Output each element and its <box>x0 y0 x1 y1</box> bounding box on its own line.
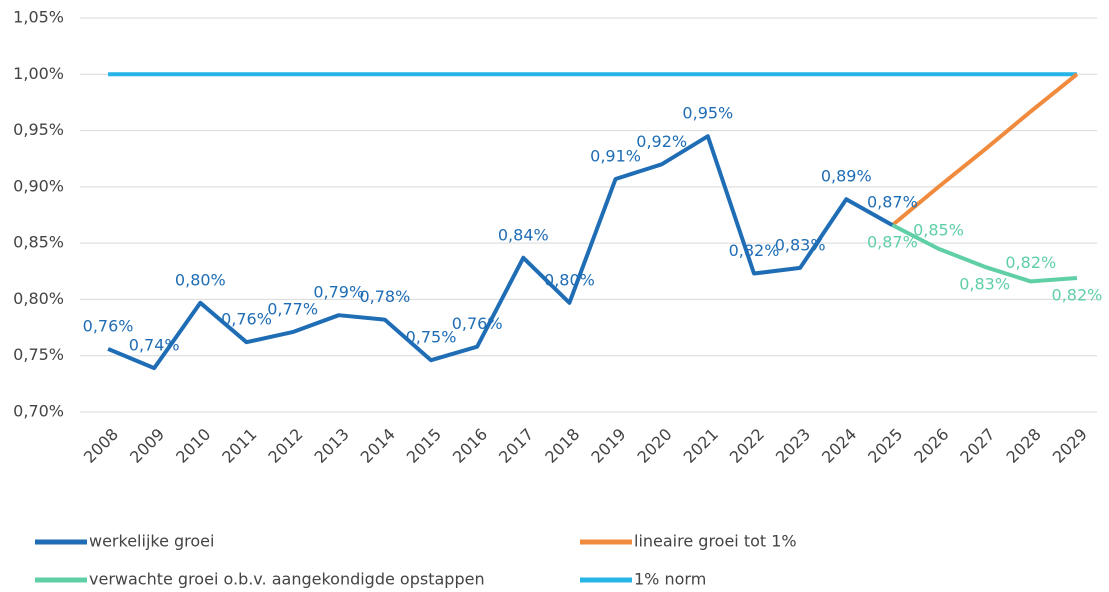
x-tick-label: 2008 <box>80 425 122 467</box>
data-label: 0,80% <box>175 270 226 289</box>
legend-label: lineaire groei tot 1% <box>634 532 797 551</box>
x-tick-label: 2025 <box>864 425 906 467</box>
y-tick-label: 0,90% <box>13 176 64 195</box>
x-tick-label: 2016 <box>449 425 491 467</box>
data-label: 0,76% <box>452 314 503 333</box>
x-tick-label: 2022 <box>726 425 768 467</box>
y-tick-label: 1,00% <box>13 64 64 83</box>
x-tick-label: 2027 <box>956 425 998 467</box>
x-tick-label: 2018 <box>541 425 583 467</box>
data-label: 0,74% <box>129 336 180 355</box>
x-tick-label: 2015 <box>403 425 445 467</box>
x-tick-label: 2012 <box>264 425 306 467</box>
data-label: 0,84% <box>498 225 549 244</box>
data-label: 0,76% <box>83 316 134 335</box>
data-label: 0,87% <box>867 193 918 212</box>
x-tick-label: 2017 <box>495 425 537 467</box>
data-label: 0,95% <box>682 104 733 123</box>
y-tick-label: 0,95% <box>13 120 64 139</box>
x-tick-label: 2020 <box>633 425 675 467</box>
y-tick-label: 1,05% <box>13 8 64 27</box>
x-tick-label: 2011 <box>218 425 260 467</box>
x-tick-label: 2026 <box>910 425 952 467</box>
data-label: 0,87% <box>867 233 918 252</box>
legend-label: verwachte groei o.b.v. aangekondigde ops… <box>89 570 485 589</box>
x-tick-label: 2010 <box>172 425 214 467</box>
x-tick-label: 2009 <box>126 425 168 467</box>
x-tick-label: 2023 <box>772 425 814 467</box>
data-label: 0,75% <box>406 328 457 347</box>
x-tick-label: 2024 <box>818 425 860 467</box>
data-label: 0,82% <box>729 241 780 260</box>
data-label: 0,78% <box>359 287 410 306</box>
data-label: 0,80% <box>544 270 595 289</box>
data-label: 0,82% <box>1052 286 1103 305</box>
data-label: 0,89% <box>821 167 872 186</box>
data-label: 0,79% <box>313 283 364 302</box>
y-tick-label: 0,70% <box>13 402 64 421</box>
series-line <box>891 72 1079 227</box>
y-tick-label: 0,75% <box>13 345 64 364</box>
x-tick-label: 2013 <box>311 425 353 467</box>
legend-label: 1% norm <box>634 570 706 589</box>
x-tick-label: 2029 <box>1049 425 1091 467</box>
data-label: 0,85% <box>913 220 964 239</box>
data-label: 0,91% <box>590 146 641 165</box>
y-tick-label: 0,80% <box>13 289 64 308</box>
series-line <box>107 134 894 371</box>
legend-label: werkelijke groei <box>89 532 214 551</box>
data-label: 0,82% <box>1005 253 1056 272</box>
x-tick-label: 2014 <box>357 425 399 467</box>
x-tick-label: 2019 <box>587 425 629 467</box>
data-label: 0,77% <box>267 300 318 319</box>
x-tick-label: 2028 <box>1003 425 1045 467</box>
data-label: 0,83% <box>959 274 1010 293</box>
series-line <box>891 223 1078 284</box>
data-label: 0,92% <box>636 132 687 151</box>
y-tick-label: 0,85% <box>13 233 64 252</box>
data-label: 0,83% <box>775 235 826 254</box>
data-label: 0,76% <box>221 310 272 329</box>
x-tick-label: 2021 <box>680 425 722 467</box>
